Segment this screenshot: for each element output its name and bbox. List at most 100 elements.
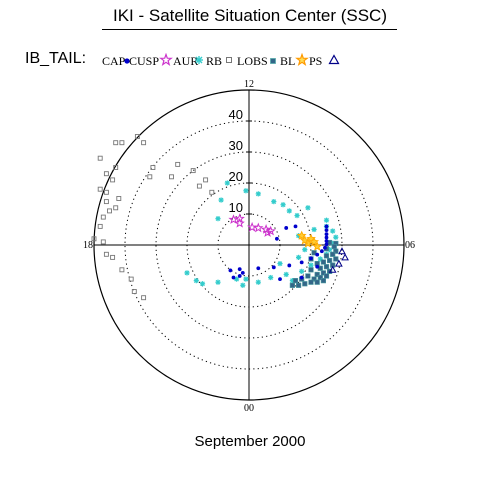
rb-point	[128, 276, 134, 282]
aur-point	[280, 202, 286, 208]
lobs-point	[289, 282, 296, 288]
aur-point	[302, 247, 308, 253]
ps-point	[328, 265, 337, 273]
bl-point	[312, 241, 323, 251]
lobs-point	[302, 281, 308, 287]
cap-point	[275, 236, 279, 241]
lobs-point	[326, 257, 333, 264]
rb-point	[97, 155, 103, 161]
series-rb	[91, 134, 215, 301]
cap-point	[315, 252, 320, 257]
aur-point	[243, 276, 249, 282]
aur-point	[311, 226, 317, 233]
lobs-point	[314, 271, 320, 278]
aur-point	[199, 281, 206, 287]
cusp-point	[262, 227, 273, 237]
axis-labels: 10 20 30 40 12 18 00 06	[83, 79, 415, 414]
rb-point	[107, 208, 112, 214]
cap-point	[278, 277, 282, 281]
legend-label-cap: CAP	[102, 54, 126, 68]
series-bl	[296, 230, 323, 251]
rb-point	[209, 189, 215, 195]
rb-point	[103, 189, 109, 195]
aur-point	[333, 234, 339, 240]
rb-point	[110, 177, 116, 183]
ps-point	[341, 253, 349, 261]
series-layer	[91, 134, 349, 301]
aur-point	[330, 228, 336, 234]
aur-point	[255, 191, 261, 197]
lobs-point	[333, 248, 339, 254]
series-ps	[328, 247, 349, 273]
rb-point	[141, 140, 147, 146]
cap-point	[323, 245, 327, 250]
cap-point	[240, 271, 245, 275]
bl-point	[296, 230, 307, 240]
lobs-point	[320, 270, 327, 276]
cap-point	[293, 224, 298, 229]
lobs-point	[311, 276, 317, 282]
lobs-point	[305, 273, 311, 279]
rb-point	[134, 134, 140, 139]
legend-label-cusp: CUSP	[129, 54, 160, 68]
lobs-point	[333, 256, 339, 262]
rb-point	[110, 254, 116, 260]
cap-point	[299, 275, 304, 280]
rb-point	[97, 186, 103, 192]
aur-point	[184, 270, 190, 276]
radial-label-10: 10	[229, 200, 243, 215]
rb-point	[113, 165, 119, 170]
aur-point	[283, 271, 289, 278]
cusp-point	[228, 214, 239, 224]
legend-label-bl: BL	[280, 54, 296, 68]
aur-point	[215, 279, 221, 285]
legend-symbol-lobs	[270, 58, 276, 64]
radial-label-20: 20	[229, 169, 243, 184]
legend-prefix: IB_TAIL:	[25, 50, 87, 67]
cap-point	[237, 267, 242, 272]
aur-point	[243, 188, 249, 194]
cusp-point	[253, 222, 264, 233]
rb-point	[147, 174, 153, 180]
ps-point	[335, 259, 343, 267]
rb-point	[103, 199, 109, 205]
bl-point	[309, 236, 319, 247]
lobs-point	[330, 251, 336, 257]
legend-label-lobs: LOBS	[237, 54, 268, 68]
aur-point	[308, 262, 314, 268]
cap-point	[228, 268, 233, 273]
aur-point	[215, 216, 221, 222]
cap-point	[315, 264, 320, 269]
aur-point	[271, 199, 277, 205]
mlt-label-06: 06	[405, 240, 415, 251]
lobs-point	[308, 279, 314, 285]
legend-symbol-rb	[226, 57, 232, 63]
cap-point	[287, 263, 292, 268]
cusp-point	[234, 217, 245, 228]
legend-symbol-ps	[328, 54, 340, 65]
rb-point	[113, 140, 119, 146]
cap-point	[324, 232, 329, 237]
mlt-label-18: 18	[83, 240, 93, 251]
cap-point	[299, 260, 304, 265]
rb-point	[169, 174, 174, 180]
legend-label-aur: AUR	[173, 54, 199, 68]
mlt-label-00: 00	[244, 403, 254, 414]
cap-point	[231, 275, 236, 280]
rb-point	[196, 183, 202, 189]
lobs-point	[314, 279, 320, 285]
aur-point	[296, 254, 302, 260]
cap-point	[284, 226, 289, 230]
rb-point	[91, 236, 97, 242]
rb-point	[97, 223, 103, 229]
cap-point	[319, 249, 324, 254]
lobs-point	[326, 268, 333, 274]
cap-point	[271, 265, 276, 270]
rb-point	[100, 214, 106, 220]
rb-point	[131, 289, 137, 294]
lobs-point	[323, 264, 330, 270]
rb-point	[175, 161, 181, 167]
cap-point	[324, 228, 329, 233]
aur-point	[240, 282, 246, 288]
aur-point	[286, 208, 292, 214]
